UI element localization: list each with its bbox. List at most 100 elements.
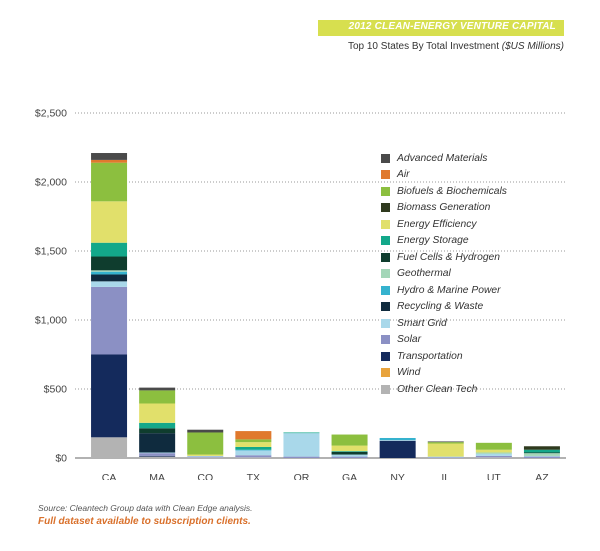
- legend-label: Energy Storage: [397, 235, 469, 247]
- bar-segment-ny: [379, 437, 416, 441]
- source-note: Source: Cleantech Group data with Clean …: [38, 503, 253, 513]
- y-tick-label: $2,000: [35, 177, 67, 189]
- legend-swatch: [381, 302, 390, 312]
- bar-segment-ca: [91, 242, 128, 257]
- legend-label: Fuel Cells & Hydrogen: [397, 251, 501, 263]
- legend-label: Energy Efficiency: [397, 218, 477, 230]
- legend-item: Smart Grid: [381, 315, 507, 332]
- legend-item: Advanced Materials: [381, 150, 507, 167]
- legend-label: Advanced Materials: [397, 152, 488, 164]
- bar-segment-tx: [235, 446, 272, 450]
- bar-segment-ma: [139, 433, 176, 453]
- bar-segment-ma: [139, 453, 176, 456]
- x-tick-label: OR: [294, 472, 310, 480]
- bar-segment-tx: [235, 439, 272, 443]
- legend-label: Wind: [397, 367, 421, 379]
- legend-swatch: [381, 153, 390, 163]
- bar-segment-il: [427, 443, 464, 457]
- legend-label: Recycling & Waste: [397, 301, 484, 313]
- chart-subtitle: Top 10 States By Total Investment ($US M…: [348, 41, 564, 52]
- bar-segment-il: [427, 457, 464, 458]
- bar-segment-co: [187, 457, 224, 458]
- legend-item: Geothermal: [381, 266, 507, 283]
- chart-subtitle-text: Top 10 States By Total Investment: [347, 41, 499, 52]
- bar-segment-ga: [331, 445, 368, 452]
- legend-item: Energy Efficiency: [381, 216, 507, 233]
- chart-subtitle-unit: ($US Millions): [501, 41, 564, 52]
- legend-item: Solar: [381, 332, 507, 349]
- bar-segment-az: [523, 456, 560, 458]
- bar-segment-ga: [331, 451, 368, 455]
- bar-segment-ca: [91, 271, 128, 275]
- x-tick-label: CA: [102, 472, 117, 480]
- bar-segment-ut: [475, 452, 512, 454]
- bar-segment-az: [523, 452, 560, 454]
- bar-segment-ga: [331, 454, 368, 457]
- bar-segment-ca: [91, 270, 128, 272]
- bar-segment-ca: [91, 159, 128, 163]
- bar-segment-ma: [139, 390, 176, 404]
- y-tick-label: $1,000: [35, 315, 67, 327]
- stacked-bar-chart: $0 $500 $1,000 $1,500 $2,000 $2,500 CA MA CO TX OR…: [35, 108, 566, 480]
- bar-segment-ma: [139, 403, 176, 423]
- y-tick-label: $2,500: [35, 108, 67, 120]
- bar-segment-az: [523, 455, 560, 457]
- x-tick-label: MA: [149, 472, 165, 480]
- bar-segment-co: [187, 456, 224, 458]
- bar-segment-or: [283, 433, 320, 457]
- x-tick-label: CO: [197, 472, 213, 480]
- bar-segment-ca: [91, 274, 128, 282]
- bar-segment-tx: [235, 455, 272, 458]
- legend-label: Geothermal: [397, 268, 451, 280]
- legend-item: Recycling & Waste: [381, 299, 507, 316]
- bar-segment-tx: [235, 449, 272, 451]
- bar-segment-co: [187, 455, 224, 457]
- bar-segment-or: [283, 456, 320, 458]
- bar-segment-az: [523, 449, 560, 453]
- legend-swatch: [381, 285, 390, 295]
- legend-item: Fuel Cells & Hydrogen: [381, 249, 507, 266]
- x-tick-label: IL: [441, 472, 450, 480]
- legend-label: Transportation: [397, 350, 463, 362]
- bar-segment-ny: [379, 440, 416, 458]
- chart-legend: Advanced Materials Air Biofuels & Biochemi…: [381, 150, 507, 398]
- bar-segment-ma: [139, 387, 176, 391]
- legend-label: Biomass Generation: [397, 202, 491, 214]
- bar-segment-il: [427, 456, 464, 458]
- chart-header-banner: 2012 CLEAN-ENERGY VENTURE CAPITAL: [318, 20, 564, 36]
- legend-item: Hydro & Marine Power: [381, 282, 507, 299]
- bar-segment-ma: [139, 422, 176, 429]
- legend-label: Hydro & Marine Power: [397, 284, 501, 296]
- bar-segment-ma: [139, 428, 176, 434]
- bar-segment-tx: [235, 431, 272, 440]
- y-tick-label: $1,500: [35, 246, 67, 258]
- bar-segment-tx: [235, 450, 272, 456]
- bar-segment-ca: [91, 437, 128, 458]
- bar-segment-co: [187, 454, 224, 456]
- bar-segment-ny: [379, 440, 416, 441]
- bar-segment-ga: [331, 456, 368, 458]
- legend-item: Biomass Generation: [381, 200, 507, 217]
- bar-segment-ga: [331, 434, 368, 446]
- bar-segment-co: [187, 432, 224, 455]
- x-tick-label: TX: [247, 472, 260, 480]
- legend-item: Other Clean Tech: [381, 381, 507, 398]
- bar-segment-or: [283, 432, 320, 434]
- legend-swatch: [381, 170, 390, 180]
- legend-item: Transportation: [381, 348, 507, 365]
- bar-segment-az: [523, 453, 560, 456]
- legend-swatch: [381, 335, 390, 345]
- x-tick-label: AZ: [535, 472, 549, 480]
- subscription-note: Full dataset available to subscription c…: [38, 516, 251, 527]
- bar-segment-ca: [91, 286, 128, 355]
- bar-segment-il: [427, 442, 464, 444]
- legend-swatch: [381, 368, 390, 378]
- x-tick-label: GA: [342, 472, 357, 480]
- bar-segment-ca: [91, 354, 128, 438]
- legend-swatch: [381, 351, 390, 361]
- legend-label: Biofuels & Biochemicals: [397, 185, 507, 197]
- legend-swatch: [381, 269, 390, 279]
- bar-segment-ca: [91, 201, 128, 243]
- legend-item: Energy Storage: [381, 233, 507, 250]
- bar-segment-ca: [91, 162, 128, 202]
